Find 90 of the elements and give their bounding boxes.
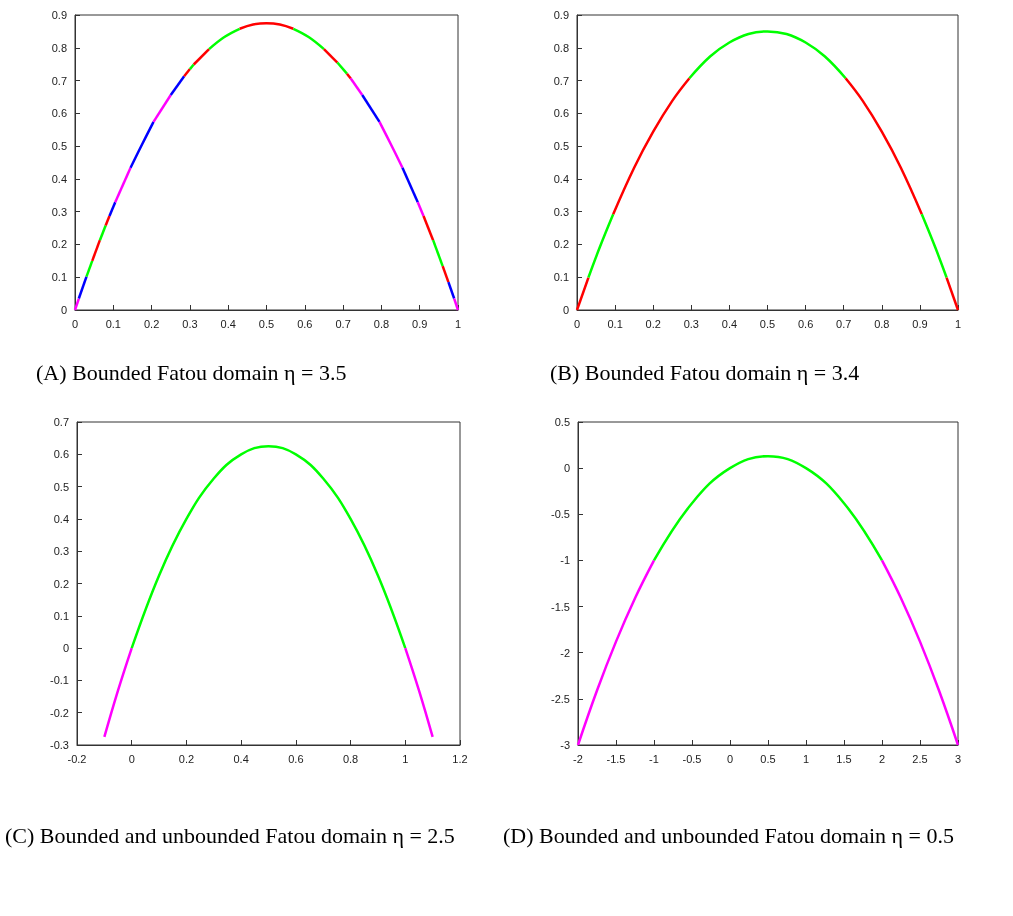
- text: (D) Bounded and unbounded Fatou domain η = 0.5: [503, 822, 956, 850]
- x-tick-label: 0.4: [233, 752, 249, 765]
- x-tick-label: 1.2: [452, 752, 468, 765]
- y-tick-label: 0: [562, 304, 569, 316]
- line-series: [688, 30, 847, 80]
- x-tick-label: 0.4: [721, 317, 738, 330]
- x-tick-label: 0.6: [288, 752, 304, 765]
- x-tick-label: 0.5: [258, 317, 275, 330]
- x-tick-label: 0: [71, 317, 79, 330]
- line-series: [880, 559, 960, 747]
- x-tick-label: 2: [878, 752, 886, 765]
- x-tick-label: 2.5: [912, 752, 928, 765]
- x-tick-label: -0.5: [682, 752, 702, 765]
- line-series: [130, 444, 407, 650]
- text: (C) Bounded and unbounded Fatou domain η = 2.5: [5, 822, 456, 850]
- y-tick-label: 0.9: [553, 9, 569, 21]
- y-tick-label: -0.5: [551, 508, 570, 521]
- x-tick-label: 0.3: [182, 317, 198, 330]
- y-tick-label: -3: [560, 739, 570, 751]
- x-tick-label: 1: [802, 752, 810, 765]
- y-tick-label: 0.4: [53, 512, 69, 525]
- y-tick-label: 0.2: [553, 238, 569, 251]
- x-tick-label: -2: [573, 752, 583, 765]
- x-tick-label: 0.7: [335, 317, 351, 330]
- x-tick-label: 0.7: [836, 317, 852, 330]
- y-tick-label: 0.2: [53, 577, 69, 590]
- x-tick-label: 0.5: [760, 752, 776, 765]
- y-tick-label: 0.2: [51, 238, 67, 251]
- line-series: [844, 77, 924, 216]
- x-tick-label: 0.2: [645, 317, 661, 330]
- x-tick-label: 0.2: [143, 317, 160, 330]
- x-tick-label: 0.8: [874, 317, 890, 330]
- y-tick-label: 0.5: [554, 416, 570, 428]
- y-tick-label: 0.1: [53, 609, 69, 622]
- y-tick-label: 0.7: [51, 74, 67, 87]
- y-tick-label: 0: [62, 642, 69, 655]
- x-tick-label: 3: [954, 752, 962, 765]
- x-tick-label: 0.6: [797, 317, 814, 330]
- y-tick-label: 0.5: [53, 480, 69, 493]
- y-tick-label: 0: [563, 462, 570, 475]
- y-tick-label: 0.9: [51, 9, 67, 21]
- y-tick-label: 0.3: [51, 205, 67, 218]
- x-tick-label: 0.4: [220, 317, 236, 330]
- y-tick-label: -0.2: [50, 706, 69, 719]
- line-series: [611, 77, 691, 216]
- text: (B) Bounded Fatou domain η = 3.4: [550, 359, 861, 387]
- y-tick-label: 0.3: [553, 205, 569, 218]
- x-tick-label: 0: [573, 317, 581, 330]
- x-tick-label: 0.8: [342, 752, 359, 765]
- text: (A) Bounded Fatou domain η = 3.5: [36, 359, 348, 387]
- y-tick-label: 0.4: [51, 172, 67, 185]
- x-tick-label: 0.3: [683, 317, 699, 330]
- y-tick-label: 0.8: [553, 41, 569, 54]
- y-tick-label: -2.5: [551, 692, 570, 705]
- x-tick-label: 0.5: [759, 317, 776, 330]
- x-tick-label: 0.2: [178, 752, 195, 765]
- y-tick-label: -1: [560, 554, 570, 567]
- y-tick-label: 0.5: [553, 140, 569, 153]
- y-tick-label: 0.6: [553, 107, 569, 120]
- line-series: [652, 454, 884, 562]
- x-tick-label: 0.9: [412, 317, 428, 330]
- y-tick-label: 0: [60, 304, 67, 316]
- x-tick-label: 1: [402, 752, 409, 765]
- y-tick-label: 0.1: [51, 271, 67, 284]
- x-tick-label: 0: [128, 752, 135, 765]
- x-tick-label: 0.8: [373, 317, 390, 330]
- x-tick-label: -1.5: [606, 752, 626, 765]
- x-tick-label: 0.6: [297, 317, 313, 330]
- y-tick-label: 0.7: [53, 416, 69, 428]
- x-tick-label: 0.1: [105, 317, 121, 330]
- y-tick-label: 0.6: [51, 107, 67, 120]
- y-tick-label: 0.6: [53, 448, 69, 461]
- y-tick-label: 0.8: [51, 41, 67, 54]
- y-tick-label: 0.5: [51, 140, 67, 153]
- x-tick-label: -1: [649, 752, 659, 765]
- x-tick-label: 0: [726, 752, 734, 765]
- y-tick-label: -2: [560, 646, 570, 659]
- y-tick-label: -1.5: [551, 600, 570, 613]
- x-tick-label: 0.9: [912, 317, 928, 330]
- y-tick-label: -0.3: [50, 739, 69, 751]
- x-tick-label: 1: [454, 317, 462, 330]
- x-tick-label: 1.5: [836, 752, 852, 765]
- x-tick-label: 0.1: [607, 317, 623, 330]
- y-tick-label: -0.1: [50, 674, 69, 687]
- x-tick-label: 1: [954, 317, 962, 330]
- y-tick-label: 0.1: [553, 271, 569, 284]
- y-tick-label: 0.3: [53, 545, 69, 558]
- line-series: [576, 559, 656, 747]
- y-tick-label: 0.4: [553, 172, 569, 185]
- y-tick-label: 0.7: [553, 74, 569, 87]
